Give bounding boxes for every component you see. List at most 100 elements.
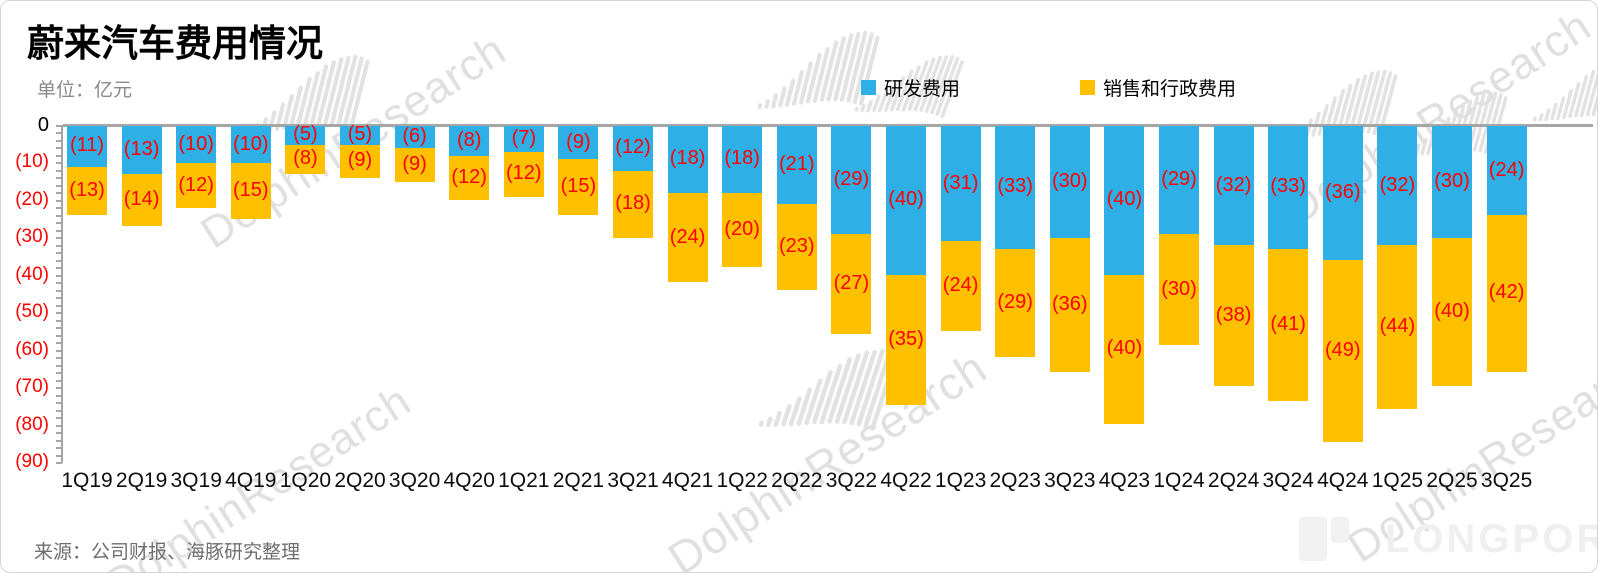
bar-value-label: (14): [123, 188, 160, 211]
legend: 研发费用 销售和行政费用: [861, 74, 1236, 101]
bar-value-label: (29): [997, 290, 1033, 313]
bar-segment-sga: [1432, 237, 1472, 387]
bar-segment-rd: [394, 126, 435, 149]
x-axis-label: 1Q21: [498, 469, 550, 492]
bar-segment-sga: [230, 163, 271, 219]
x-axis-label: 2Q21: [552, 469, 605, 492]
bar-value-label: (33): [997, 175, 1033, 198]
y-axis-tick: [56, 222, 62, 225]
x-axis-label: 2Q25: [1426, 469, 1478, 492]
bar-value-label: (40): [1106, 337, 1143, 360]
y-axis-tick: [56, 289, 62, 292]
bar-value-label: (41): [1270, 313, 1306, 336]
bar-value-label: (35): [888, 327, 924, 350]
bar-segment-sga: [995, 248, 1036, 357]
x-axis-label: 3Q25: [1480, 469, 1533, 492]
bar-segment-rd: [831, 126, 872, 234]
bar-segment-sga: [1104, 274, 1145, 424]
bar-segment-sga: [940, 241, 981, 331]
bar-value-label: (24): [669, 225, 706, 248]
bar-value-label: (20): [724, 218, 760, 241]
bar-value-label: (7): [511, 127, 537, 150]
bar-segment-rd: [995, 126, 1036, 249]
y-axis-tick: [56, 349, 62, 352]
bar-segment-rd: [1159, 126, 1199, 234]
bar-segment-rd: [67, 126, 107, 167]
source-note: 来源：公司财报、海豚研究整理: [34, 542, 301, 563]
x-axis-label: 3Q21: [607, 469, 659, 492]
bar-value-label: (24): [942, 273, 979, 296]
longport-logo-text: LONGPORT: [1385, 516, 1597, 561]
x-axis-label: 4Q21: [661, 469, 714, 492]
y-axis-tick: [56, 454, 62, 457]
bar-value-label: (15): [560, 175, 597, 198]
y-axis-label: (30): [15, 226, 49, 248]
y-axis-tick: [56, 214, 62, 217]
x-axis-label: 1Q20: [279, 469, 332, 492]
legend-label: 销售和行政费用: [1103, 79, 1237, 100]
bar-segment-sga: [176, 163, 217, 208]
y-axis-tick: [56, 379, 62, 382]
x-axis-label: 4Q19: [225, 469, 277, 492]
y-axis-tick: [56, 274, 62, 277]
y-axis-tick: [56, 447, 62, 450]
bar-value-label: (29): [833, 167, 870, 190]
y-axis-tick: [56, 462, 62, 464]
bar-value-label: (23): [779, 234, 815, 257]
longport-logo-mark: [1299, 515, 1351, 563]
y-axis-tick: [56, 342, 62, 345]
bar-segment-rd: [667, 126, 708, 193]
bar-segment-sga: [558, 159, 599, 216]
y-axis-tick: [56, 259, 62, 262]
y-axis-tick: [56, 432, 62, 435]
bar-segment-sga: [394, 148, 435, 182]
bar-value-label: (9): [402, 153, 427, 176]
bar-value-label: (30): [1052, 169, 1088, 192]
bar-value-label: (42): [1488, 281, 1525, 304]
x-axis-label: 1Q19: [61, 469, 113, 492]
y-axis-tick: [56, 364, 62, 367]
legend-label: 研发费用: [884, 79, 961, 100]
y-axis-tick: [56, 409, 62, 412]
bar-segment-rd: [1049, 126, 1090, 238]
bar-value-label: (30): [1161, 277, 1197, 300]
bar-segment-sga: [722, 192, 763, 268]
bar-value-label: (8): [456, 128, 482, 151]
bar-segment-sga: [1268, 248, 1309, 402]
y-axis-tick: [56, 297, 62, 300]
unit-label: 单位：亿元: [37, 80, 133, 101]
bar-value-label: (29): [1161, 167, 1197, 190]
y-axis-tick: [56, 207, 62, 210]
bar-segment-rd: [940, 126, 981, 242]
rd-series-swatch: [861, 80, 876, 95]
y-axis-tick: [56, 162, 62, 165]
y-axis-tick: [56, 184, 62, 187]
bar-segment-rd: [503, 126, 544, 153]
bar-segment-sga: [121, 174, 162, 227]
y-axis-tick: [56, 125, 62, 127]
bar-segment-sga: [831, 233, 872, 335]
y-axis-tick: [56, 132, 62, 135]
bar-value-label: (18): [669, 147, 706, 170]
x-axis-label: 3Q23: [1044, 469, 1096, 492]
y-axis-tick: [56, 139, 62, 142]
bar-segment-rd: [1213, 126, 1254, 246]
y-axis-tick: [56, 282, 62, 285]
bar-value-label: (13): [123, 138, 160, 161]
x-axis-label: 2Q19: [115, 469, 168, 492]
x-axis-label: 1Q22: [716, 469, 768, 492]
y-axis-label: (90): [15, 451, 49, 472]
bar-value-label: (24): [1488, 158, 1525, 181]
y-axis-tick: [56, 244, 62, 247]
sga-series-swatch: [1080, 80, 1096, 95]
bar-segment-sga: [613, 170, 653, 238]
bar-segment-sga: [776, 204, 817, 290]
y-axis-tick: [56, 252, 62, 255]
bar-value-label: (27): [833, 272, 870, 295]
y-axis-label: (10): [15, 151, 49, 173]
bar-segment-sga: [503, 152, 544, 197]
legend-item-rd: 研发费用: [861, 74, 960, 101]
y-axis-tick: [56, 424, 62, 427]
x-axis-label: 1Q24: [1153, 469, 1205, 492]
bar-segment-sga: [1049, 237, 1090, 372]
